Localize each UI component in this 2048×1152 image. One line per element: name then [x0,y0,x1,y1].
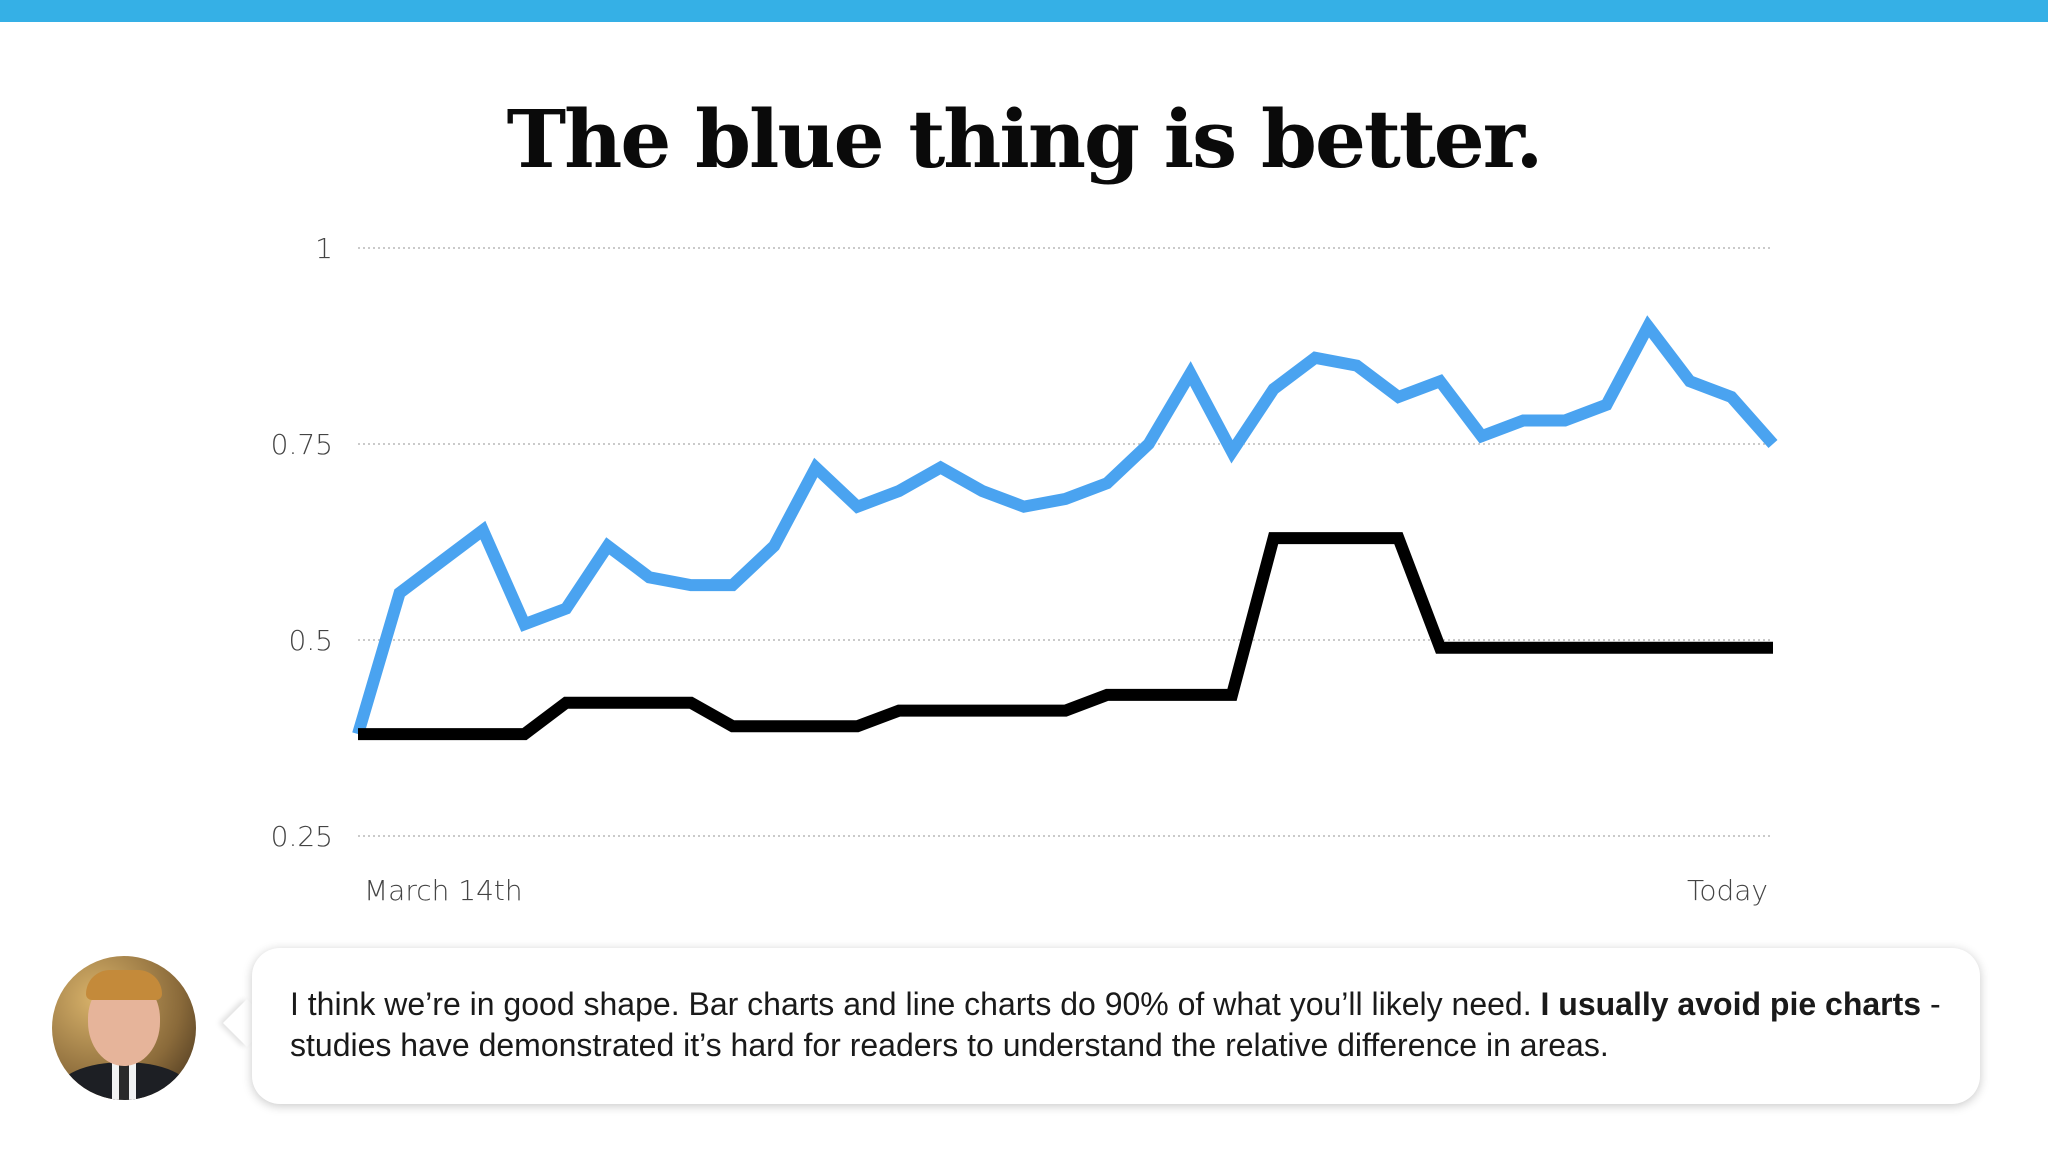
y-axis-ticks: 1 0.75 0.5 0.25 [271,232,333,853]
chart-series [352,315,1778,741]
chart-grid [358,247,1773,837]
line-chart: 1 0.75 0.5 0.25 March 14th Today [271,232,1778,907]
x-label-end: Today [1687,874,1768,907]
presenter-note: I think we’re in good shape. Bar charts … [290,984,1960,1066]
speech-bubble: I think we’re in good shape. Bar charts … [252,948,1980,1104]
x-axis-labels: March 14th Today [364,874,1768,907]
y-tick-label: 0.5 [288,624,333,657]
y-tick-label: 1 [315,232,333,265]
note-text-rest: - studies have demonstrated it’s hard fo… [290,986,1941,1063]
top-accent-bar [0,0,2048,22]
blue-series-line [352,315,1778,736]
note-text-bold: I usually avoid pie charts [1540,986,1922,1022]
presenter-avatar [52,956,196,1100]
avatar-hair [86,970,162,1000]
black-series-line [358,532,1773,741]
x-label-start: March 14th [364,874,523,907]
avatar-tie [119,1064,129,1100]
note-text-intro: I think we’re in good shape. Bar charts … [290,986,1541,1022]
y-tick-label: 0.75 [271,428,333,461]
y-tick-label: 0.25 [271,820,333,853]
slide-title: The blue thing is better. [506,92,1544,186]
